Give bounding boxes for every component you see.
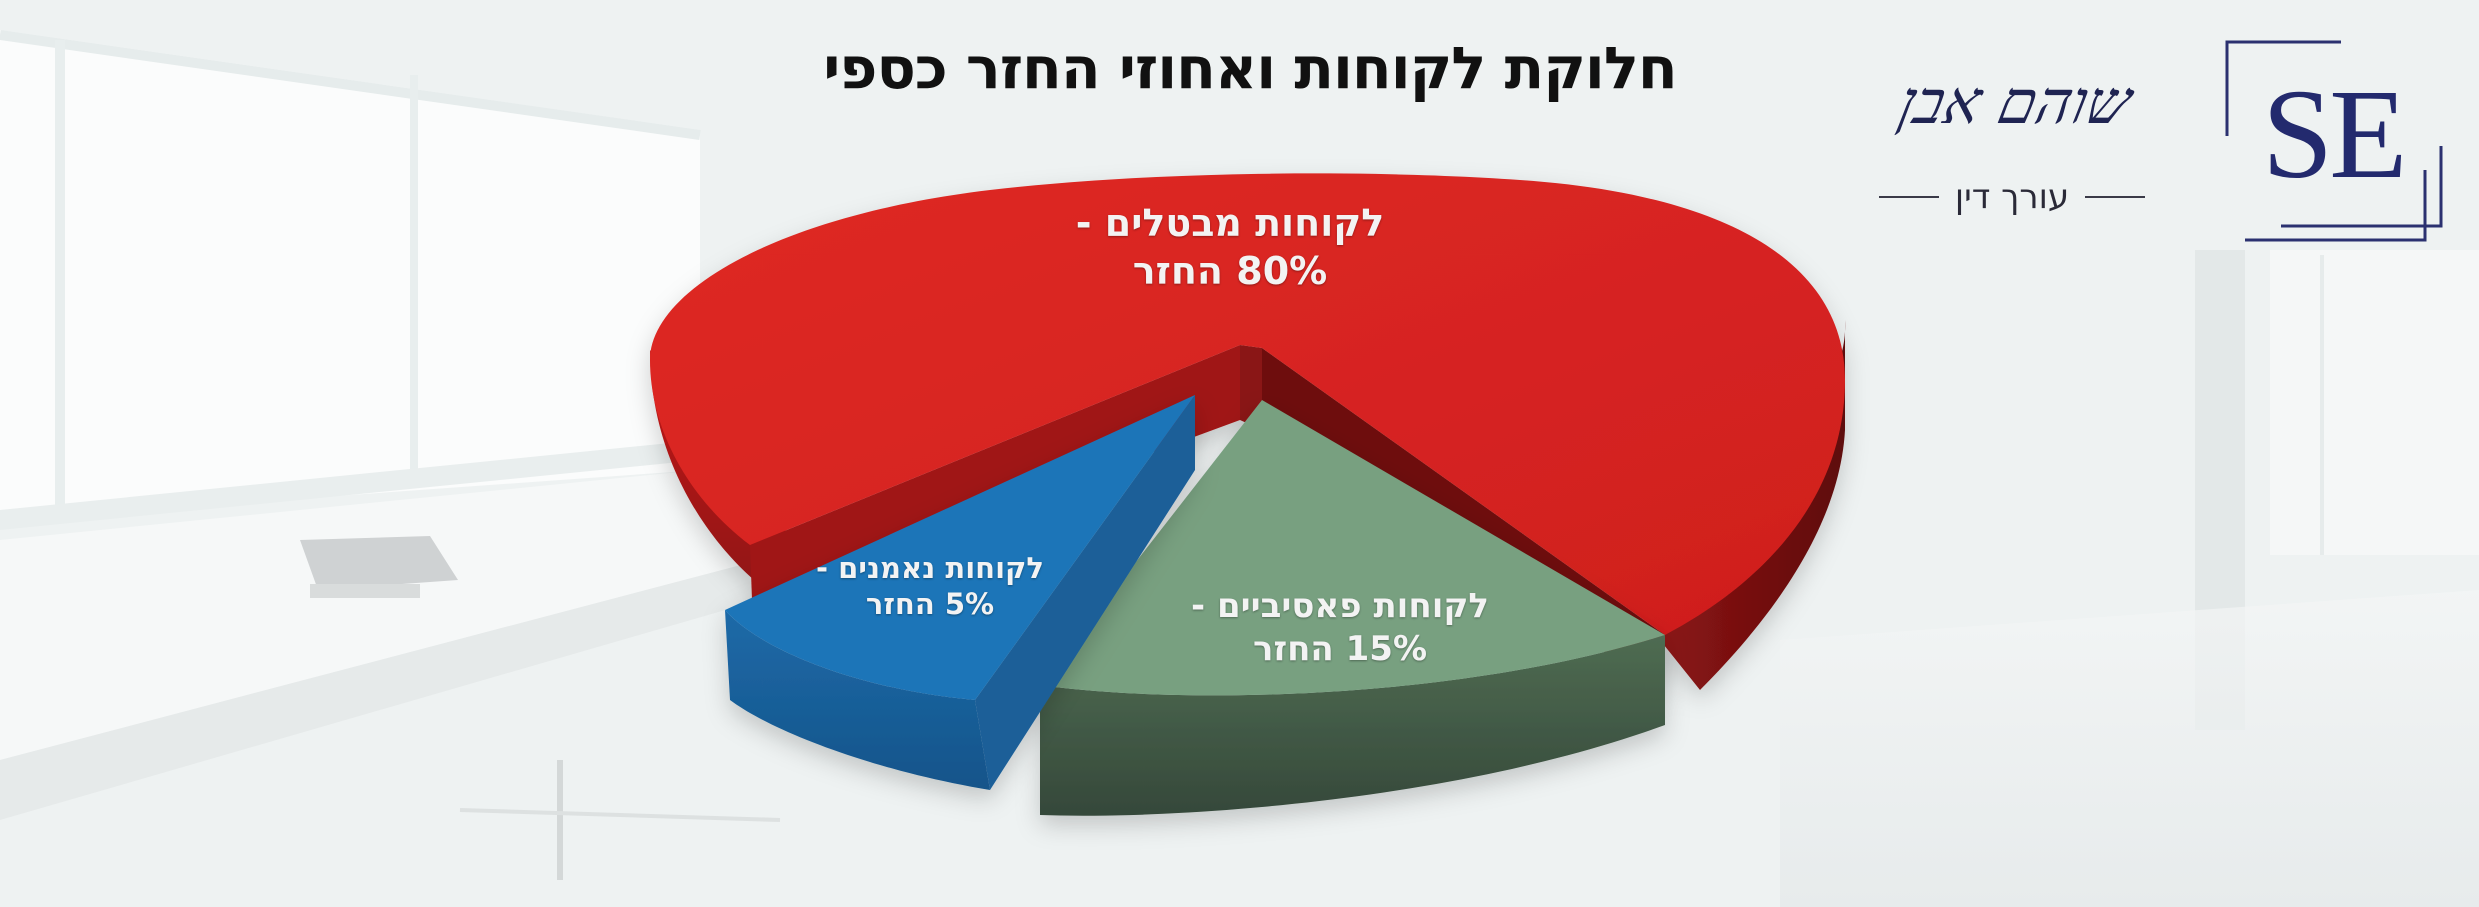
slice-green-passive-clients bbox=[1040, 400, 1665, 816]
logo-subtitle: עורך דין bbox=[1862, 172, 2162, 222]
label-canceling-clients: לקוחות מבטלים - 80% החזר bbox=[1050, 200, 1410, 295]
label-passive-line2: 15% החזר bbox=[1252, 628, 1428, 669]
monogram-frame-icon bbox=[2225, 40, 2443, 242]
label-canceling-line2: 80% החזר bbox=[1132, 248, 1328, 293]
label-loyal-clients: לקוחות נאמנים - 5% החזר bbox=[800, 550, 1060, 623]
logo-subtitle-text: עורך דין bbox=[1954, 177, 2070, 217]
label-loyal-line1: לקוחות נאמנים - bbox=[816, 551, 1044, 585]
logo-dash-left bbox=[1878, 196, 1939, 198]
label-canceling-line1: לקוחות מבטלים - bbox=[1075, 201, 1385, 245]
label-passive-clients: לקוחות פאסיביים - 15% החזר bbox=[1160, 585, 1520, 670]
chart-title: חלוקת לקוחות ואחוזי החזר כספי bbox=[823, 34, 1678, 102]
logo-monogram: SE bbox=[2262, 63, 2407, 205]
logo-dash-right bbox=[2085, 196, 2146, 198]
label-passive-line1: לקוחות פאסיביים - bbox=[1191, 586, 1489, 626]
slice-blue-loyal-clients bbox=[725, 395, 1195, 790]
label-loyal-line2: 5% החזר bbox=[865, 587, 995, 622]
